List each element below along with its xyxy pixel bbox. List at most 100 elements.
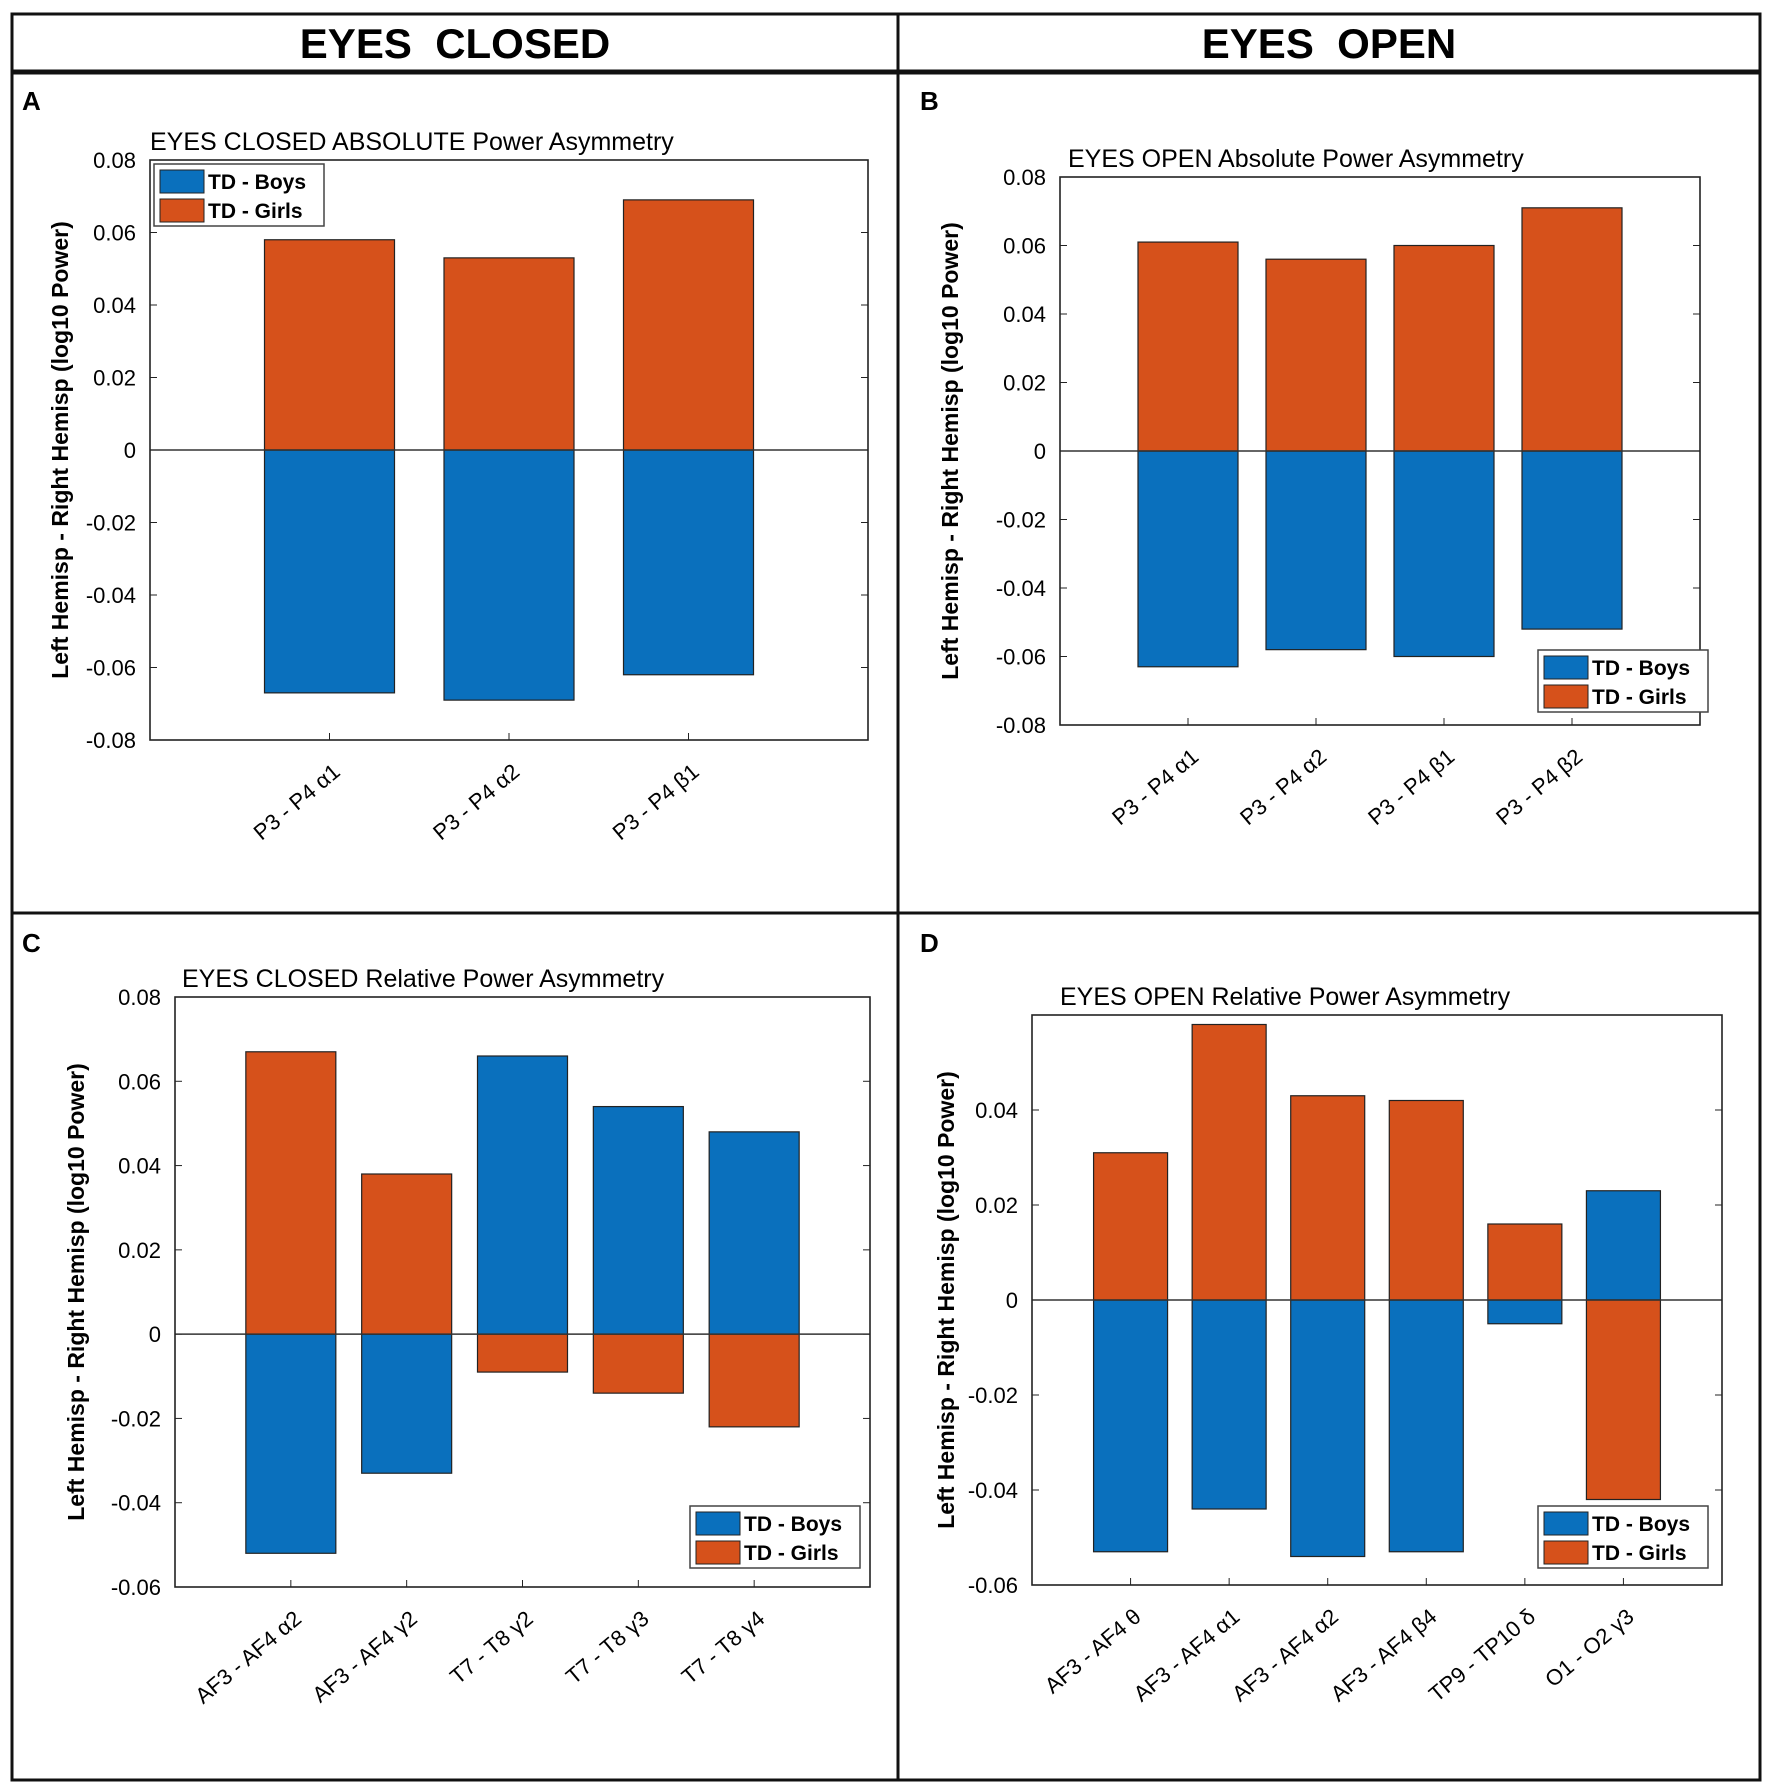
- panel-d-legend-swatch: [1543, 1540, 1589, 1565]
- panel-b-ytick-label: 0.04: [1003, 302, 1046, 327]
- panel-d-bar-girls: [1585, 1299, 1662, 1501]
- panel-a-plot-frame: [149, 159, 869, 741]
- panel-b-ytick-label: 0.02: [1003, 371, 1046, 396]
- panel-c-bar-girls: [592, 1333, 684, 1394]
- panel-c-ytick-label: 0: [149, 1322, 161, 1347]
- panel-c-ytick-label: -0.04: [111, 1491, 161, 1516]
- panel-b-ytick-label: 0.08: [1003, 165, 1046, 190]
- panel-c-xtick-label: AF3 - AF4 γ2: [307, 1606, 421, 1708]
- panel-a-ytick-label: 0.04: [93, 293, 136, 318]
- header-eyes-open: EYES OPEN: [1202, 20, 1456, 67]
- panel-d-legend-label: TD - Boys: [1592, 1513, 1690, 1536]
- panel-a-legend-swatch: [159, 198, 205, 223]
- panel-d-bar-boys: [1388, 1299, 1464, 1553]
- panel-c-legend-label: TD - Girls: [744, 1542, 839, 1565]
- panel-c-legend-swatch: [695, 1540, 741, 1565]
- panel-b-bar-boys: [1393, 450, 1495, 658]
- panel-a-ytick-label: -0.04: [86, 583, 136, 608]
- panel-d-bar-girls: [1191, 1023, 1267, 1301]
- panel-b-chart: EYES OPEN Absolute Power Asymmetry 0.08 0.…: [937, 145, 1709, 830]
- panel-b-legend: TD - Boys TD - Girls: [1537, 649, 1709, 713]
- panel-a-ytick-label: 0.06: [93, 221, 136, 246]
- panel-b-xtick-label: P3 - P4 α2: [1235, 744, 1331, 830]
- panel-a-xtick-label: P3 - P4 α1: [249, 759, 345, 845]
- panel-c-bar-boys: [592, 1105, 684, 1335]
- panel-b-bar-girls: [1393, 244, 1495, 452]
- panel-b-ytick-label: 0: [1034, 439, 1046, 464]
- panel-a-legend-swatch: [159, 169, 205, 194]
- panel-a-legend-label: TD - Girls: [208, 200, 303, 223]
- panel-a-legend-label: TD - Boys: [208, 171, 306, 194]
- panel-d-bar-boys: [1290, 1299, 1366, 1558]
- panel-b-bar-girls: [1137, 241, 1239, 452]
- panel-c-xtick-label: T7 - T8 γ2: [445, 1606, 538, 1689]
- panel-b-title: EYES OPEN Absolute Power Asymmetry: [1068, 145, 1524, 173]
- panel-a-xtick-label: P3 - P4 β1: [608, 759, 704, 845]
- panel-c-chart: EYES CLOSED Relative Power Asymmetry 0.08…: [63, 965, 871, 1708]
- panel-c-ytick-label: 0.08: [118, 985, 161, 1010]
- panel-d-bar-boys: [1585, 1190, 1662, 1301]
- panel-letter-d: D: [920, 928, 939, 958]
- panel-d-legend-swatch: [1543, 1511, 1589, 1536]
- panel-a-legend: TD - Boys TD - Girls: [153, 163, 325, 227]
- panel-d-xtick-label: O1 - O2 γ3: [1540, 1604, 1638, 1692]
- panel-b-bar-girls: [1265, 258, 1367, 452]
- panel-a-bar-boys: [443, 449, 575, 701]
- figure-frame: [10, 12, 1762, 1782]
- panel-c-ytick-label: 0.06: [118, 1069, 161, 1094]
- panel-a-bar-boys: [622, 449, 755, 676]
- panel-d-bar-girls: [1487, 1223, 1563, 1301]
- panel-d-xtick-label: TP9 - TP10 δ: [1424, 1604, 1540, 1707]
- panel-b-legend-swatch: [1543, 684, 1589, 709]
- panel-a-bar-girls: [263, 239, 396, 451]
- panel-a-chart: EYES CLOSED ABSOLUTE Power Asymmetry 0.08…: [47, 128, 869, 845]
- panel-c-ytick-label: 0.04: [118, 1154, 161, 1179]
- panel-d-xtick-label: AF3 - AF4 θ: [1040, 1604, 1146, 1699]
- panel-b-bar-boys: [1265, 450, 1367, 651]
- panel-b-legend-label: TD - Girls: [1592, 686, 1687, 709]
- panel-a-xtick-label: P3 - P4 α2: [428, 759, 524, 845]
- panel-c-legend: TD - Boys TD - Girls: [689, 1505, 861, 1569]
- panel-a-title: EYES CLOSED ABSOLUTE Power Asymmetry: [150, 128, 674, 156]
- panel-b-ytick-label: -0.06: [996, 645, 1046, 670]
- panel-d-ytick-label: 0: [1006, 1288, 1018, 1313]
- panel-d-bar-girls: [1290, 1095, 1366, 1301]
- panel-c-bar-girls: [361, 1173, 453, 1335]
- panel-a-ytick-label: -0.02: [86, 511, 136, 536]
- panel-c-ytick-label: -0.06: [111, 1575, 161, 1600]
- panel-d-bar-boys: [1191, 1299, 1267, 1510]
- panel-b-xtick-label: P3 - P4 β2: [1491, 744, 1587, 830]
- panel-c-bar-girls: [476, 1333, 569, 1373]
- panel-b-bar-boys: [1521, 450, 1623, 630]
- panel-b-ylabel: Left Hemisp - Right Hemisp (log10 Power): [937, 222, 963, 680]
- panel-d-chart: EYES OPEN Relative Power Asymmetry 0.04 0.…: [933, 983, 1723, 1707]
- panel-d-ytick-label: -0.02: [968, 1383, 1018, 1408]
- panel-d-ytick-label: 0.04: [975, 1098, 1018, 1123]
- panel-c-bar-boys: [361, 1333, 453, 1474]
- panel-d-bar-girls: [1092, 1152, 1169, 1301]
- panel-b-ytick-label: -0.08: [996, 713, 1046, 738]
- panel-c-bar-girls: [245, 1051, 337, 1335]
- panel-a-ytick-label: -0.08: [86, 728, 136, 753]
- panel-d-xtick-label: AF3 - AF4 α1: [1129, 1604, 1245, 1707]
- panel-d-legend: TD - Boys TD - Girls: [1537, 1505, 1709, 1569]
- panel-b-bar-girls: [1521, 207, 1623, 452]
- panel-c-ytick-label: 0.02: [118, 1238, 161, 1263]
- panel-d-xtick-label: AF3 - AF4 β4: [1326, 1604, 1442, 1707]
- panel-b-legend-swatch: [1543, 655, 1589, 680]
- panel-d-bar-boys: [1092, 1299, 1169, 1553]
- panel-b-xtick-label: P3 - P4 β1: [1363, 744, 1459, 830]
- panel-d-plot-frame: [1031, 1014, 1723, 1586]
- panel-c-title: EYES CLOSED Relative Power Asymmetry: [182, 965, 665, 993]
- panel-c-legend-swatch: [695, 1511, 741, 1536]
- panel-c-legend-label: TD - Boys: [744, 1513, 842, 1536]
- panel-letter-a: A: [22, 86, 41, 116]
- header-eyes-closed: EYES CLOSED: [300, 20, 610, 67]
- panel-a-bar-girls: [622, 199, 755, 451]
- panel-c-bar-boys: [708, 1131, 800, 1335]
- panel-letter-c: C: [22, 928, 41, 958]
- panel-d-legend-label: TD - Girls: [1592, 1542, 1687, 1565]
- panel-b-legend-label: TD - Boys: [1592, 657, 1690, 680]
- panel-c-plot-frame: [174, 996, 871, 1588]
